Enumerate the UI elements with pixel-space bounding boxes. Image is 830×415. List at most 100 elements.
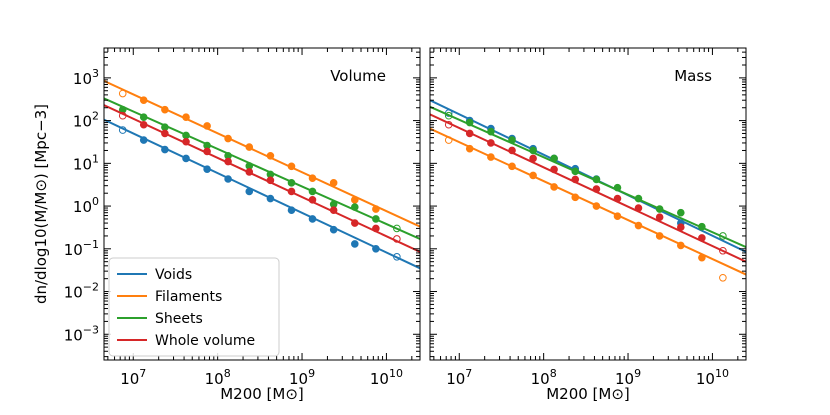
data-point-sheets	[550, 154, 558, 163]
x-tick-label: 109	[289, 367, 315, 388]
data-point-sheets	[487, 127, 495, 136]
data-point-filaments	[351, 196, 359, 204]
series-group	[104, 79, 420, 270]
panel-mass: 107 108 109 1010 M200 [M⊙] Mass	[429, 47, 747, 403]
data-point-voids	[245, 187, 254, 196]
data-point-whole-volume	[329, 206, 338, 215]
fit-line-whole-volume	[104, 104, 420, 253]
data-point-whole-volume	[139, 120, 148, 129]
data-point-whole-volume	[634, 204, 643, 212]
data-point-sheets	[182, 131, 190, 140]
legend-label-sheets: Sheets	[155, 311, 203, 327]
x-tick-label: 1010	[696, 367, 729, 388]
x-tick-label: 109	[615, 367, 641, 388]
data-point-filaments	[287, 162, 296, 171]
data-point-filaments	[182, 113, 190, 122]
data-point-whole-volume	[719, 246, 727, 255]
data-point-whole-volume	[308, 196, 317, 204]
data-point-filaments	[444, 136, 453, 144]
data-point-whole-volume	[550, 165, 558, 174]
data-point-sheets	[465, 118, 474, 127]
data-point-voids	[372, 245, 380, 253]
data-point-sheets	[393, 224, 401, 233]
data-point-filaments	[698, 253, 706, 262]
data-point-filaments	[203, 122, 211, 130]
fit-line-filaments	[104, 79, 420, 228]
data-point-sheets	[571, 167, 580, 176]
y-tick-label: 10−3	[64, 323, 99, 344]
data-point-filaments	[465, 144, 474, 153]
data-point-sheets	[719, 232, 727, 240]
data-point-filaments	[308, 174, 317, 182]
data-point-voids	[266, 194, 275, 203]
fit-line-voids	[104, 118, 420, 270]
data-point-sheets	[139, 113, 148, 122]
data-point-sheets	[444, 111, 453, 120]
legend: Voids Filaments Sheets Whole volume	[108, 257, 280, 357]
data-point-whole-volume	[592, 185, 601, 193]
data-point-whole-volume	[351, 219, 359, 227]
data-point-sheets	[529, 146, 537, 155]
data-point-sheets	[351, 203, 359, 211]
data-point-filaments	[161, 105, 169, 114]
data-point-whole-volume	[287, 187, 296, 196]
data-point-sheets	[372, 215, 380, 223]
data-point-whole-volume	[677, 223, 685, 232]
data-point-voids	[139, 136, 148, 144]
data-point-whole-volume	[161, 129, 169, 138]
data-point-filaments	[634, 221, 643, 230]
y-tick-label: 10−2	[64, 281, 99, 302]
data-point-sheets	[308, 187, 317, 196]
series-group	[430, 99, 746, 282]
x-axis-label: M200 [M⊙]	[220, 385, 304, 403]
y-axis-label: dn/dlog10(M/M⊙) [Mpc−3]	[32, 104, 50, 304]
data-point-filaments	[550, 183, 558, 191]
data-point-whole-volume	[245, 168, 254, 176]
data-point-voids	[203, 165, 211, 173]
data-point-whole-volume	[613, 194, 622, 203]
data-point-filaments	[372, 205, 380, 213]
data-point-whole-volume	[571, 175, 580, 184]
data-point-sheets	[161, 123, 169, 132]
data-point-whole-volume	[203, 147, 211, 156]
axes-frame	[429, 47, 747, 361]
data-point-voids	[393, 252, 401, 261]
data-point-voids	[287, 206, 296, 215]
data-point-whole-volume	[224, 157, 232, 166]
axes-frame	[103, 47, 421, 361]
y-tick-label: 101	[73, 152, 99, 173]
x-tick-label: 108	[531, 367, 557, 388]
fit-line-sheets	[430, 105, 746, 248]
data-point-filaments	[329, 179, 338, 187]
data-point-sheets	[508, 136, 516, 144]
data-point-whole-volume	[372, 224, 380, 233]
data-point-voids	[182, 154, 190, 163]
data-point-whole-volume	[508, 146, 516, 155]
data-point-filaments	[487, 153, 495, 161]
panel-label: Volume	[330, 67, 386, 85]
data-point-filaments	[592, 202, 601, 210]
legend-label-filaments: Filaments	[155, 289, 222, 305]
fit-line-sheets	[104, 97, 420, 240]
fit-line-whole-volume	[430, 113, 746, 263]
legend-label-whole-volume: Whole volume	[155, 333, 255, 349]
data-point-whole-volume	[266, 176, 275, 185]
data-point-sheets	[698, 222, 706, 231]
legend-label-voids: Voids	[155, 267, 192, 283]
data-point-voids	[329, 225, 338, 234]
x-tick-label: 107	[446, 367, 472, 388]
fit-line-filaments	[430, 127, 746, 276]
y-tick-label: 102	[73, 110, 99, 131]
x-tick-label: 108	[205, 367, 231, 388]
data-point-filaments	[118, 89, 127, 98]
legend-box	[108, 257, 280, 357]
x-axis-label: M200 [M⊙]	[546, 385, 630, 403]
data-point-filaments	[245, 143, 254, 151]
data-point-sheets	[655, 205, 664, 213]
data-point-whole-volume	[444, 120, 453, 129]
panels: 107 108 109 1010 10−3 10−2 10−1 100 101 102 103 M20…	[32, 47, 747, 403]
data-point-voids	[224, 175, 232, 183]
data-point-whole-volume	[698, 234, 706, 242]
data-point-sheets	[634, 194, 643, 203]
